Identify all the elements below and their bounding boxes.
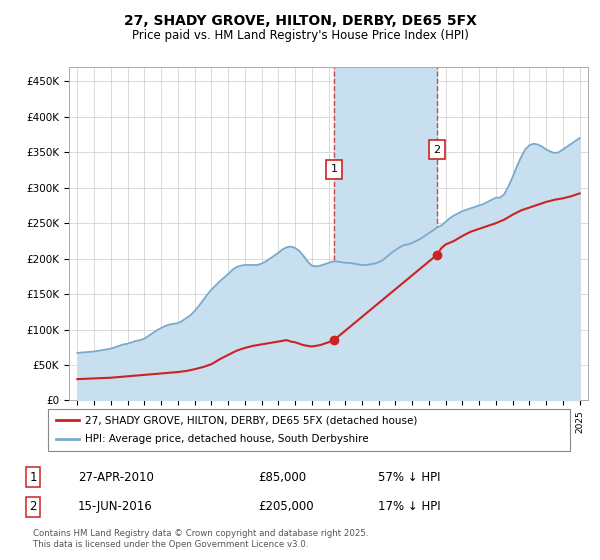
Text: 27-APR-2010: 27-APR-2010 (78, 470, 154, 484)
Text: 1: 1 (29, 470, 37, 484)
Text: 27, SHADY GROVE, HILTON, DERBY, DE65 5FX: 27, SHADY GROVE, HILTON, DERBY, DE65 5FX (124, 14, 476, 28)
Text: 57% ↓ HPI: 57% ↓ HPI (378, 470, 440, 484)
Text: 27, SHADY GROVE, HILTON, DERBY, DE65 5FX (detached house): 27, SHADY GROVE, HILTON, DERBY, DE65 5FX… (85, 415, 417, 425)
Text: HPI: Average price, detached house, South Derbyshire: HPI: Average price, detached house, Sout… (85, 435, 368, 445)
Text: 2: 2 (29, 500, 37, 514)
Text: Price paid vs. HM Land Registry's House Price Index (HPI): Price paid vs. HM Land Registry's House … (131, 29, 469, 42)
Text: £205,000: £205,000 (258, 500, 314, 514)
Text: 17% ↓ HPI: 17% ↓ HPI (378, 500, 440, 514)
Text: 2: 2 (433, 145, 440, 155)
Text: £85,000: £85,000 (258, 470, 306, 484)
Bar (334, 67, 437, 400)
Text: Contains HM Land Registry data © Crown copyright and database right 2025.
This d: Contains HM Land Registry data © Crown c… (33, 529, 368, 549)
Text: 15-JUN-2016: 15-JUN-2016 (78, 500, 153, 514)
Text: 1: 1 (331, 164, 337, 174)
